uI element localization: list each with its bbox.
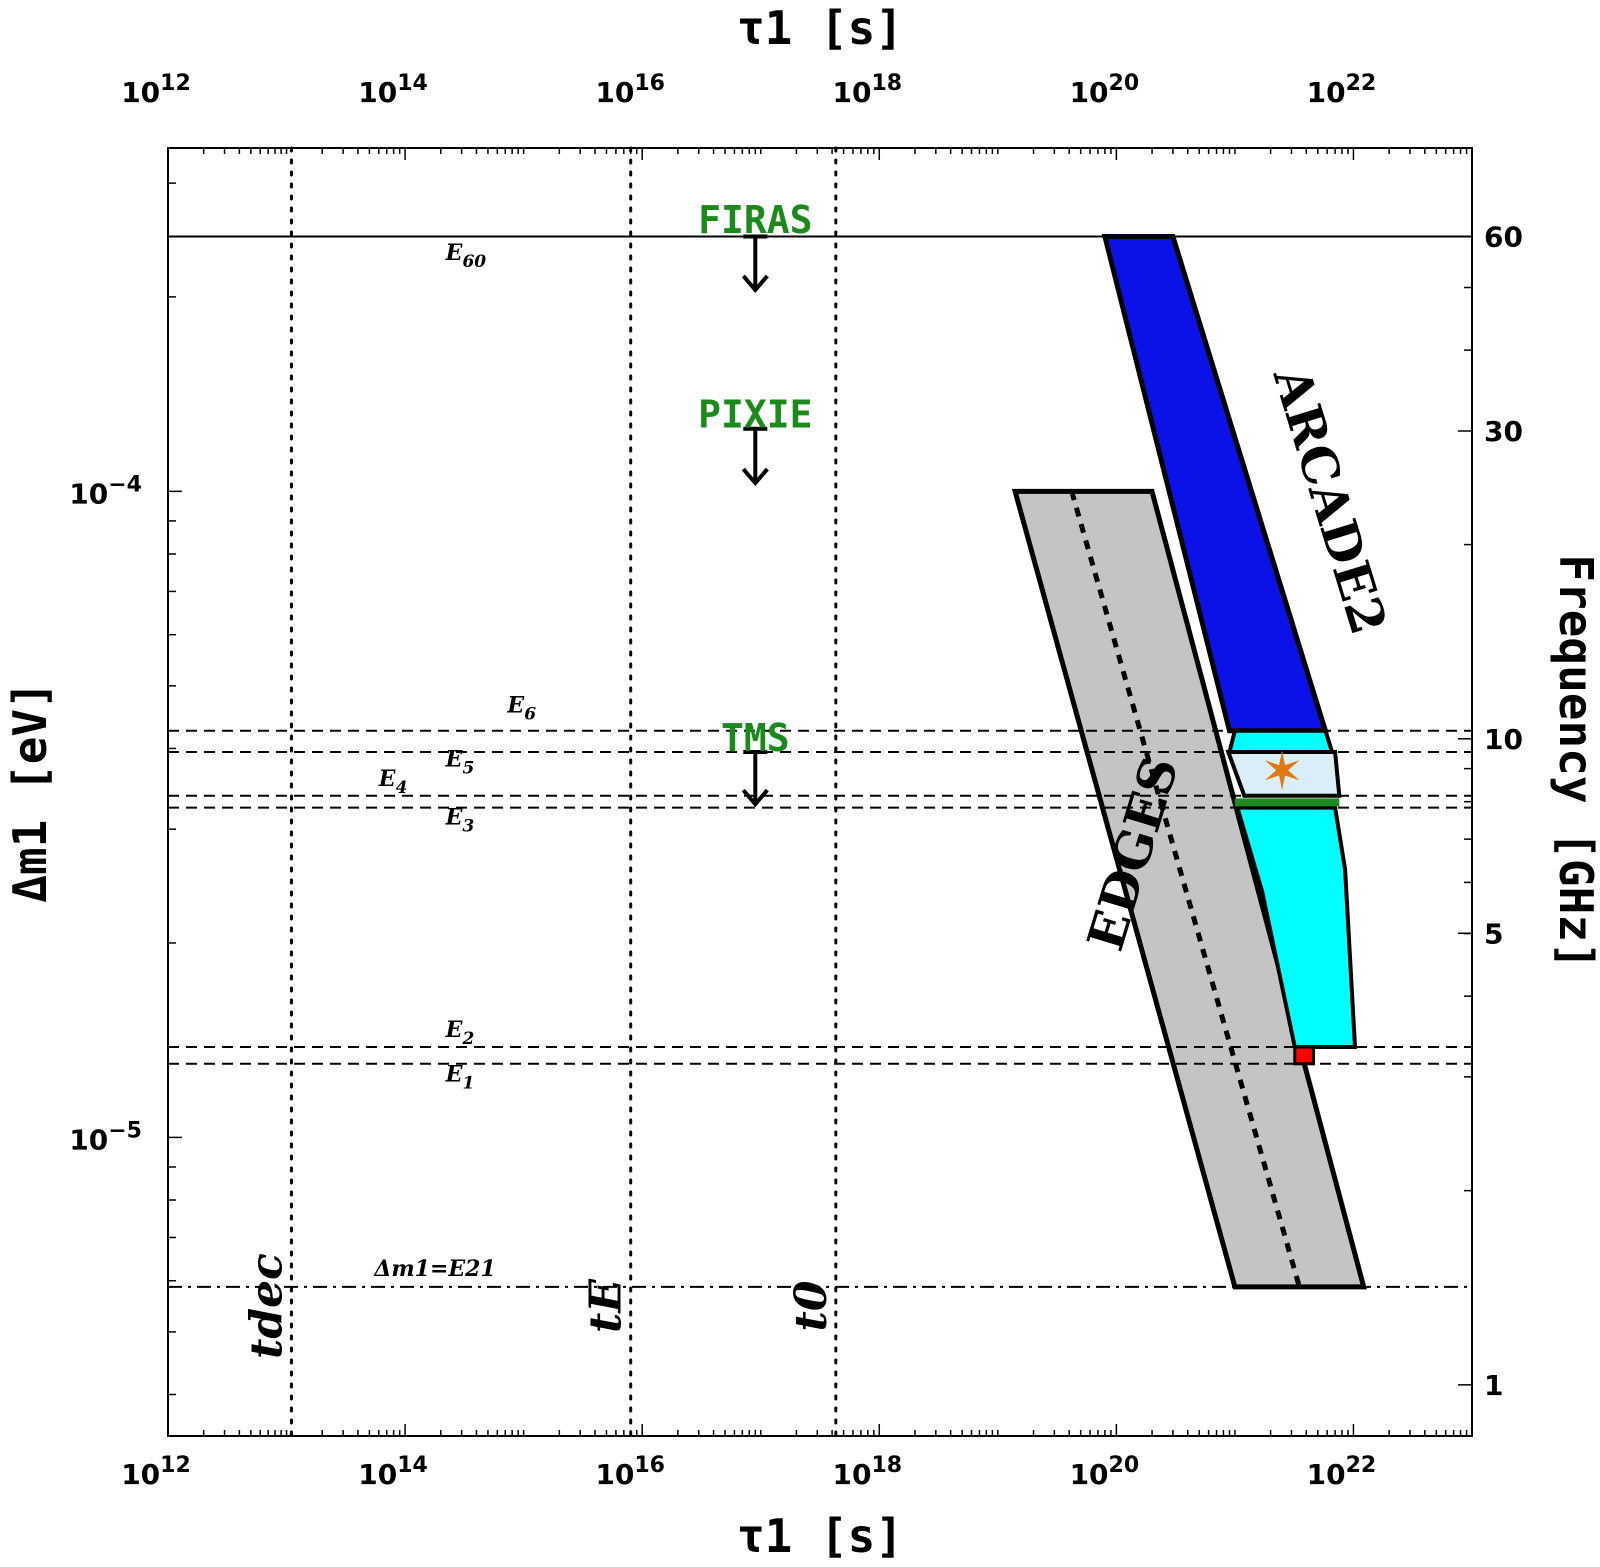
x-tick-label-top: 1020 [1070,71,1140,109]
edges-center-line [1069,490,1302,1288]
x-tick-label-bottom: 1016 [595,1453,665,1491]
x-tick-label-bottom: 1018 [832,1453,902,1491]
time-label-tdec: tdec [241,1253,292,1359]
time-label-tE: tE [581,1278,632,1333]
arcade-red-box [1293,1045,1315,1066]
arcade-lower-subregion [1234,805,1358,1049]
limit-label-tms: TMS [721,716,790,760]
arcade-star-marker [1264,750,1300,791]
x-tick-label-bottom: 1012 [121,1453,191,1491]
y-tick-label-right: 30 [1484,415,1523,448]
x-tick-label-top: 1014 [358,71,428,109]
y-tick-label-left: 10−4 [69,472,142,510]
x-tick-label-top: 1018 [832,71,902,109]
plot-frame [167,147,1473,1437]
y-tick-label-right: 60 [1484,221,1523,254]
y-tick-label-left: 10−5 [69,1118,142,1156]
x-tick-label-top: 1016 [595,71,665,109]
energy-label-δm1=e21: Δm1=E21 [373,1256,495,1282]
energy-label-e1: E1 [445,1062,475,1094]
energy-label-e5: E5 [445,747,475,779]
arcade-upper-subregion [1226,728,1335,754]
y-tick-label-right: 10 [1484,723,1523,756]
limit-arrow-pixie [741,467,769,487]
y-axis-title-left: Δm1 [eV] [3,681,57,903]
limit-label-pixie: PIXIE [698,393,812,437]
energy-label-e4: E4 [378,766,408,798]
x-tick-label-bottom: 1014 [358,1453,428,1491]
reference-lines-layer [168,146,1472,1438]
x-tick-label-top: 1022 [1307,71,1377,109]
energy-label-e3: E3 [445,805,475,837]
energy-label-e60: E60 [445,240,487,272]
ticks-layer: 1012 1012 1014 1014 1016 1016 1018 1018 1020 1020… [69,71,1523,1491]
limit-arrow-firas [741,274,769,294]
energy-label-e2: E2 [445,1017,475,1049]
y-tick-label-right: 1 [1484,1369,1503,1402]
limit-arrow-tms [741,788,769,808]
regions-layer [1011,234,1367,1290]
limit-label-firas: FIRAS [698,198,812,242]
y-tick-label-right: 5 [1484,917,1503,950]
y-axis-title-right: Frequency [GHz] [1549,554,1600,969]
x-tick-label-bottom: 1020 [1070,1453,1140,1491]
x-tick-label-top: 1012 [121,71,191,109]
x-axis-title-top: τ1 [s] [737,1,903,55]
time-label-t0: t0 [786,1280,837,1331]
x-axis-title-bottom: τ1 [s] [737,1509,903,1563]
x-tick-label-bottom: 1022 [1307,1453,1377,1491]
energy-label-e6: E6 [506,692,536,724]
